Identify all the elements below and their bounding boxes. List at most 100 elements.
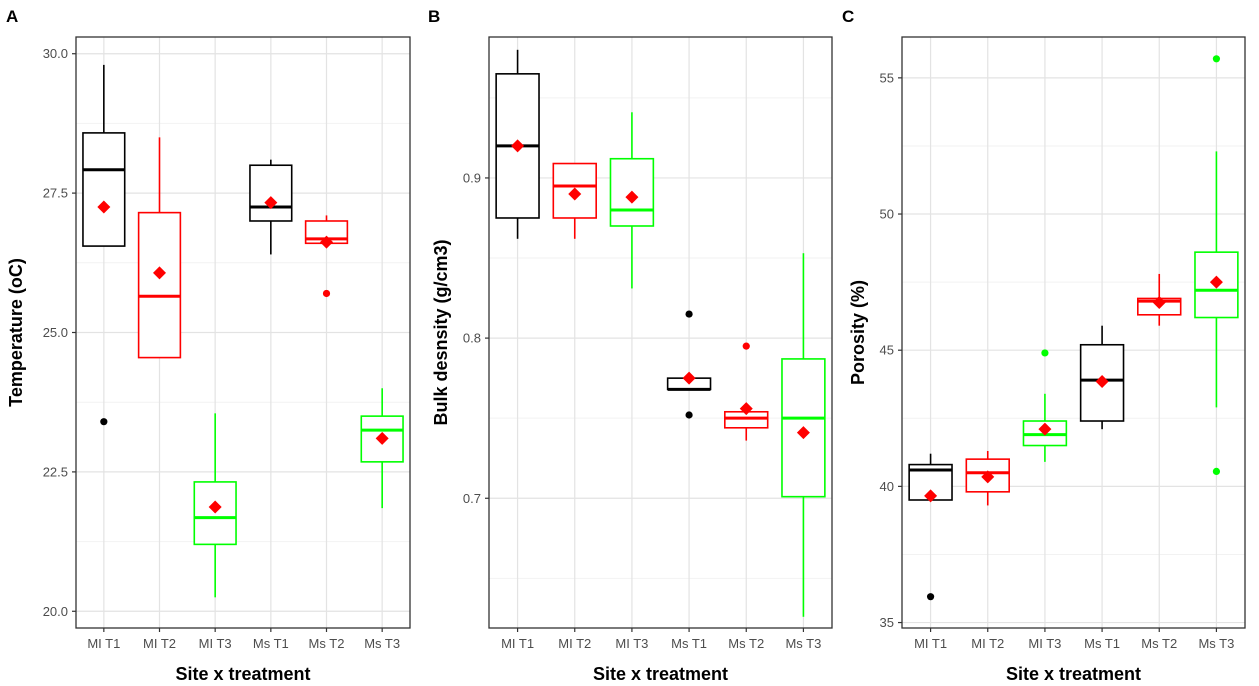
x-tick-label: MI T2: [558, 636, 591, 651]
panel-b-x-axis-title: Site x treatment: [593, 664, 728, 684]
panel-b-box-1: [495, 49, 540, 239]
panel-a-box-6: [360, 388, 404, 509]
x-tick-label: MI T3: [199, 636, 232, 651]
panel-c-panel-border: [901, 36, 1246, 629]
iqr-box: [249, 164, 293, 222]
panel-c-letter: C: [842, 7, 854, 26]
x-tick-label: Ms T2: [309, 636, 345, 651]
panel-c-plot: 35 40 45 50 55 MI T1 MI T2 MI T3 Ms T1 Ms T2 Ms T3…: [848, 36, 1246, 684]
y-tick-label: 50: [880, 207, 894, 222]
panel-c-plot-background: [902, 37, 1245, 628]
mean-marker: [1209, 275, 1223, 289]
outlier-point: [1212, 467, 1221, 475]
mean-marker: [97, 200, 111, 214]
x-tick-label: MI T1: [501, 636, 534, 651]
mean-marker: [924, 489, 938, 503]
mean-marker: [375, 431, 389, 445]
y-tick-label: 0.7: [463, 491, 481, 506]
y-tick-label: 55: [880, 70, 894, 85]
panel-a-x-axis-title: Site x treatment: [175, 664, 310, 684]
panel-b-box-4: [666, 310, 712, 419]
panel-a-y-axis-title: Temperature (oC): [6, 258, 26, 407]
x-tick-label: MI T1: [87, 636, 120, 651]
y-tick-label: 45: [880, 343, 894, 358]
y-tick-label: 40: [880, 479, 894, 494]
x-tick-label: MI T1: [914, 636, 947, 651]
x-tick-label: Ms T3: [364, 636, 400, 651]
y-tick-label: 30.0: [43, 46, 68, 61]
mean-marker: [682, 371, 696, 385]
x-tick-label: Ms T1: [253, 636, 289, 651]
panel-b-panel-border: [488, 36, 833, 629]
panel-c-box-1: [908, 453, 953, 601]
x-tick-label: Ms T2: [1141, 636, 1177, 651]
outlier-point: [926, 593, 935, 601]
panel-a-box-4: [249, 159, 293, 255]
panel-b-y-axis-title: Bulk desnsity (g/cm3): [431, 239, 451, 425]
x-tick-label: MI T3: [1028, 636, 1061, 651]
panel-a-plot: 20.0 22.5 25.0 27.5 30.0 MI T1 MI T2 MI T3 Ms T1…: [6, 36, 411, 684]
panel-b-box-2: [552, 162, 597, 239]
mean-marker: [796, 426, 810, 440]
y-tick-label: 25.0: [43, 325, 68, 340]
panel-c-grid: [902, 37, 1245, 628]
panel-b-box-5: [724, 342, 769, 441]
panel-c-box-3: [1022, 349, 1068, 462]
panel-a-letter: A: [6, 7, 18, 26]
mean-marker: [1038, 422, 1052, 436]
x-tick-label: MI T2: [971, 636, 1004, 651]
panel-b-plot: 0.7 0.8 0.9 MI T1 MI T2 MI T3 Ms T1 Ms T2 Ms T3 S…: [431, 36, 833, 684]
y-tick-label: 20.0: [43, 604, 68, 619]
iqr-box: [137, 211, 182, 359]
panel-b-letter: B: [428, 7, 440, 26]
x-tick-label: Ms T3: [785, 636, 821, 651]
panel-a: A 20.0 22.5 25.0 27.5 30.0 MI T1 MI T2 MI T3 Ms …: [6, 7, 411, 684]
mean-marker: [568, 187, 582, 201]
outlier-point: [1212, 55, 1221, 63]
x-tick-label: MI T2: [143, 636, 176, 651]
panel-a-box-5: [304, 215, 349, 298]
mean-marker: [1152, 296, 1166, 310]
iqr-box: [965, 458, 1010, 493]
panel-c-box-4: [1079, 325, 1125, 430]
mean-marker: [625, 190, 639, 204]
panel-b: B 0.7 0.8 0.9 MI T1 MI T2 MI T3 Ms T1 Ms T2 Ms T…: [428, 7, 833, 684]
outlier-point: [100, 418, 108, 426]
mean-marker: [320, 235, 333, 249]
x-tick-label: MI T3: [615, 636, 648, 651]
y-tick-label: 0.8: [463, 331, 481, 346]
mean-marker: [153, 266, 166, 280]
y-tick-label: 35: [880, 615, 894, 630]
panel-c-box-5: [1137, 273, 1182, 326]
mean-marker: [264, 196, 278, 210]
mean-marker: [739, 402, 753, 416]
panel-c-x-axis-title: Site x treatment: [1006, 664, 1141, 684]
panel-a-box-3: [193, 413, 237, 598]
y-tick-label: 22.5: [43, 464, 68, 479]
mean-marker: [208, 500, 222, 514]
outlier-point: [742, 342, 750, 350]
outlier-point: [1041, 349, 1049, 357]
outlier-point: [685, 411, 693, 419]
panel-c-box-6: [1194, 55, 1239, 475]
outlier-point: [322, 289, 331, 298]
x-tick-label: Ms T1: [671, 636, 707, 651]
x-tick-label: Ms T3: [1198, 636, 1234, 651]
panel-a-box-1: [82, 64, 126, 426]
panel-b-plot-background: [489, 37, 832, 628]
y-tick-label: 0.9: [463, 170, 481, 185]
mean-marker: [981, 470, 995, 484]
outlier-point: [685, 310, 693, 318]
mean-marker: [511, 139, 525, 153]
x-tick-label: Ms T1: [1084, 636, 1120, 651]
panel-c-box-2: [965, 450, 1010, 506]
x-tick-label: Ms T2: [728, 636, 764, 651]
panel-b-box-6: [781, 253, 826, 617]
y-tick-label: 27.5: [43, 186, 68, 201]
mean-marker: [1095, 375, 1109, 389]
iqr-box: [82, 132, 126, 247]
panel-c: C 35 40 45 50 55 MI T1 MI T2 MI T3 Ms T1 Ms T2 Ms …: [842, 7, 1246, 684]
panel-c-y-axis-title: Porosity (%): [848, 280, 868, 385]
panel-a-box-2: [137, 137, 182, 359]
